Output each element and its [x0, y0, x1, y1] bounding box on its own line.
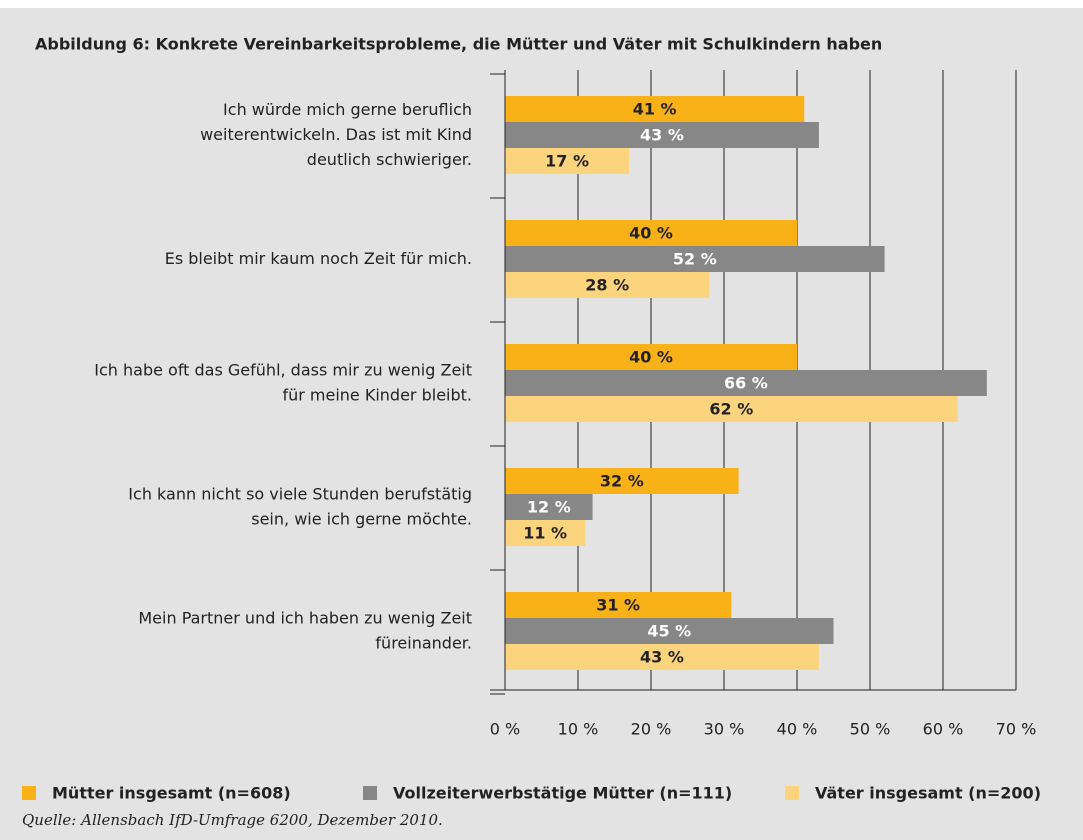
x-tick-label: 20 % [631, 720, 672, 739]
x-tick-label: 60 % [923, 720, 964, 739]
bar [505, 220, 797, 246]
category-label: Mein Partner und ich haben zu wenig Zeit… [138, 608, 472, 652]
category-label: Ich würde mich gerne beruflich weiterentw… [200, 100, 472, 169]
value-label: 43 % [640, 126, 684, 145]
value-label: 40 % [629, 348, 673, 367]
x-tick-label: 0 % [490, 720, 520, 739]
chart-title: Abbildung 6: Konkrete Vereinbarkeitsprob… [35, 35, 882, 54]
bar [505, 344, 797, 370]
x-tick-label: 30 % [704, 720, 745, 739]
bar [505, 592, 732, 618]
legend-swatch [785, 786, 799, 800]
value-label: 31 % [596, 596, 640, 615]
bar [505, 396, 958, 422]
bar [505, 494, 593, 520]
legend-swatch [22, 786, 36, 800]
value-label: 32 % [600, 472, 644, 491]
value-label: 40 % [629, 224, 673, 243]
value-label: 52 % [673, 250, 717, 269]
legend-swatch [363, 786, 377, 800]
bar [505, 520, 586, 546]
category-label: Es bleibt mir kaum noch Zeit für mich. [165, 249, 472, 268]
legend-label: Väter insgesamt (n=200) [815, 784, 1041, 803]
value-label: 17 % [545, 152, 589, 171]
source: Quelle: Allensbach IfD-Umfrage 6200, Dez… [22, 811, 443, 829]
bar [505, 96, 805, 122]
x-tick-label: 70 % [996, 720, 1037, 739]
legend-label: Vollzeiterwerbstätige Mütter (n=111) [393, 784, 732, 803]
bar [505, 468, 739, 494]
bar [505, 618, 834, 644]
value-label: 62 % [709, 400, 753, 419]
value-label: 12 % [527, 498, 571, 517]
bar [505, 122, 819, 148]
value-label: 66 % [724, 374, 768, 393]
legend-label: Mütter insgesamt (n=608) [52, 784, 291, 803]
value-label: 43 % [640, 648, 684, 667]
x-tick-label: 50 % [850, 720, 891, 739]
category-label: Ich kann nicht so viele Stunden berufstä… [128, 484, 472, 528]
value-label: 45 % [647, 622, 691, 641]
bar [505, 246, 885, 272]
value-label: 11 % [523, 524, 567, 543]
x-tick-label: 10 % [558, 720, 599, 739]
x-tick-label: 40 % [777, 720, 818, 739]
bar [505, 148, 630, 174]
value-label: 41 % [633, 100, 677, 119]
value-label: 28 % [585, 276, 629, 295]
bar [505, 644, 819, 670]
bar [505, 272, 710, 298]
bar [505, 370, 987, 396]
category-label: Ich habe oft das Gefühl, dass mir zu wen… [94, 360, 472, 404]
